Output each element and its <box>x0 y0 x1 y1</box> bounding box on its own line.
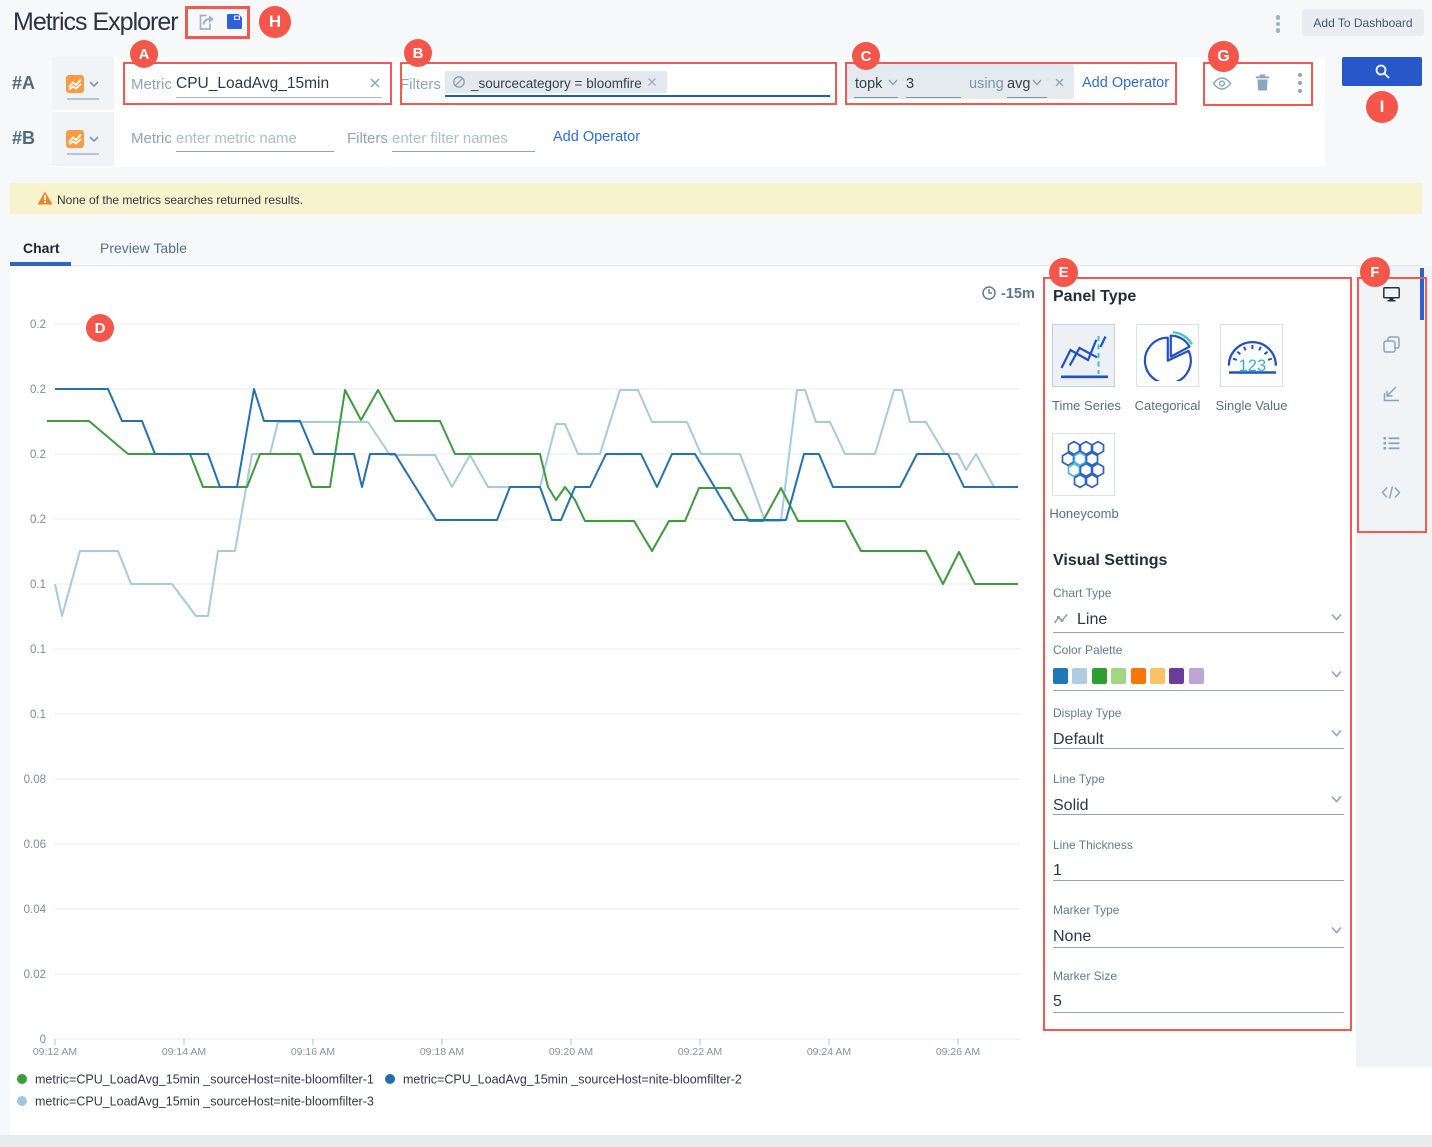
svg-text:09:18 AM: 09:18 AM <box>420 1046 464 1058</box>
svg-text:0.2: 0.2 <box>30 319 46 331</box>
svg-text:09:22 AM: 09:22 AM <box>678 1046 722 1058</box>
svg-text:123: 123 <box>1239 357 1267 375</box>
svg-text:0.1: 0.1 <box>30 644 46 656</box>
svg-text:0: 0 <box>40 1034 46 1046</box>
svg-text:09:26 AM: 09:26 AM <box>936 1046 980 1058</box>
svg-text:09:14 AM: 09:14 AM <box>162 1046 206 1058</box>
svg-text:metric=CPU_LoadAvg_15min _sour: metric=CPU_LoadAvg_15min _sourceHost=nit… <box>35 1073 374 1087</box>
svg-text:0.2: 0.2 <box>30 384 46 396</box>
svg-text:0.02: 0.02 <box>24 969 46 981</box>
svg-text:09:24 AM: 09:24 AM <box>807 1046 851 1058</box>
svg-text:0.1: 0.1 <box>30 579 46 591</box>
svg-text:-15m: -15m <box>1001 286 1035 302</box>
svg-text:09:20 AM: 09:20 AM <box>549 1046 593 1058</box>
svg-text:0.2: 0.2 <box>30 514 46 526</box>
svg-text:0.08: 0.08 <box>24 774 46 786</box>
svg-text:09:12 AM: 09:12 AM <box>33 1046 77 1058</box>
svg-text:metric=CPU_LoadAvg_15min _sour: metric=CPU_LoadAvg_15min _sourceHost=nit… <box>35 1095 374 1109</box>
svg-text:0.2: 0.2 <box>30 449 46 461</box>
svg-text:09:16 AM: 09:16 AM <box>291 1046 335 1058</box>
svg-text:0.04: 0.04 <box>24 904 47 916</box>
svg-text:0.06: 0.06 <box>24 839 46 851</box>
svg-text:metric=CPU_LoadAvg_15min _sour: metric=CPU_LoadAvg_15min _sourceHost=nit… <box>403 1073 742 1087</box>
svg-text:0.1: 0.1 <box>30 709 46 721</box>
